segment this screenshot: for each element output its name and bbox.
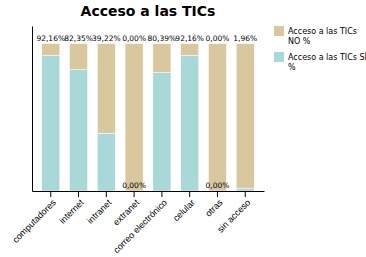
data-label: 92,16% <box>36 34 65 43</box>
x-tick: correo electrónico <box>111 191 169 255</box>
data-labels: 92,16%82,35%39,22%0,00%0,00%80,39%92,16%… <box>36 34 257 190</box>
bar <box>236 188 254 191</box>
legend-swatch <box>274 52 284 62</box>
chart: computadoresinternetintranetextranetcorr… <box>0 0 366 257</box>
x-tick-mark <box>134 191 135 197</box>
data-label: 80,39% <box>148 34 177 43</box>
data-label: 0,00% <box>122 34 146 43</box>
bar <box>125 44 143 191</box>
legend-entry: Acceso a las TICs SÍ% <box>274 51 366 72</box>
x-tick-label: sin acceso <box>215 197 252 234</box>
chart-container: computadoresinternetintranetextranetcorr… <box>0 0 366 257</box>
data-label: 0,00% <box>206 34 230 43</box>
legend-swatch <box>274 26 284 36</box>
x-tick-label: celular <box>171 197 197 223</box>
x-tick-label: intranet <box>85 197 114 226</box>
y-axis-line <box>32 27 33 192</box>
legend-label-line: Acceso a las TICs <box>288 27 357 36</box>
x-tick-label: correo electrónico <box>111 197 169 255</box>
legend-label-line: NO % <box>288 37 311 46</box>
x-tick: otras <box>203 191 225 219</box>
x-tick-label: otras <box>203 197 225 219</box>
bars <box>42 44 255 191</box>
data-label: 39,22% <box>92 34 121 43</box>
bar <box>181 44 199 56</box>
plot-area: computadoresinternetintranetextranetcorr… <box>10 27 264 256</box>
bar <box>97 44 115 134</box>
y-axis <box>32 27 33 192</box>
x-tick-mark <box>161 191 162 197</box>
data-label: 0,00% <box>206 181 230 190</box>
bar <box>70 70 88 191</box>
x-tick: celular <box>171 191 197 223</box>
bar <box>208 44 226 191</box>
legend-label-line: % <box>288 63 296 72</box>
x-tick: internet <box>57 191 86 226</box>
x-axis-line <box>33 191 265 192</box>
x-tick-mark <box>189 191 190 197</box>
x-tick: intranet <box>85 191 114 226</box>
x-axis: computadoresinternetintranetextranetcorr… <box>10 191 264 255</box>
legend-entry: Acceso a las TICsNO % <box>274 26 357 46</box>
legend-label: Acceso a las TICsNO % <box>288 27 357 46</box>
x-tick-mark <box>78 191 79 197</box>
bar <box>153 73 171 191</box>
data-label: 92,16% <box>175 34 204 43</box>
bar <box>42 55 60 191</box>
bar <box>70 44 88 70</box>
legend-label: Acceso a las TICs SÍ% <box>288 51 366 72</box>
bar <box>153 44 171 73</box>
bar-series <box>42 44 255 191</box>
x-tick: sin acceso <box>215 191 252 235</box>
x-tick-mark <box>106 191 107 197</box>
x-tick-label: internet <box>57 197 86 226</box>
legend: Acceso a las TICsNO % Acceso a las TICs S… <box>274 26 366 72</box>
bar <box>42 44 60 56</box>
title: Acceso a las TICs <box>81 3 216 19</box>
x-tick: computadores <box>10 191 58 245</box>
bar <box>236 44 254 188</box>
x-tick-mark <box>217 191 218 197</box>
bar <box>181 55 199 191</box>
x-tick-mark <box>50 191 51 197</box>
bar <box>97 133 115 191</box>
x-tick-label: computadores <box>10 197 58 245</box>
data-label: 82,35% <box>64 34 93 43</box>
data-label: 1,96% <box>233 34 257 43</box>
data-label: 0,00% <box>122 181 146 190</box>
legend-label-line: Acceso a las TICs SÍ <box>288 51 366 62</box>
x-tick-mark <box>245 191 246 197</box>
